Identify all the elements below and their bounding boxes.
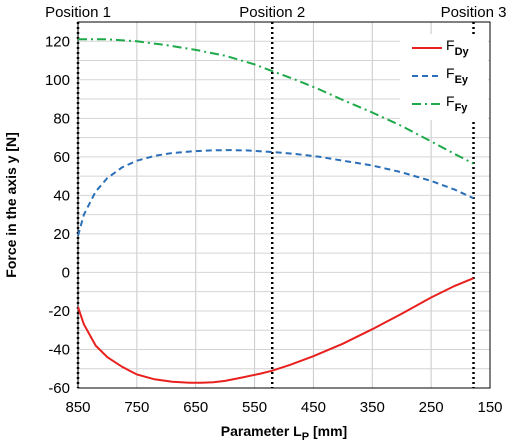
y-tick-label: 120 — [45, 33, 70, 50]
series-line-FDy — [77, 277, 474, 384]
y-tick-label: 20 — [53, 226, 70, 243]
y-tick-label: -20 — [48, 303, 70, 320]
y-tick-label: -40 — [48, 341, 70, 358]
x-tick-label: 450 — [301, 399, 326, 416]
series-lines — [77, 38, 474, 384]
x-tick-label: 750 — [124, 399, 149, 416]
plot-frame — [77, 21, 491, 389]
legend-label: FDy — [446, 37, 470, 58]
x-axis-title: Parameter LP [mm] — [221, 423, 347, 440]
x-tick-label: 850 — [65, 399, 90, 416]
x-tick-labels: 850 750 650 550 450 350 250 150 — [65, 399, 502, 416]
y-tick-label: 100 — [45, 72, 70, 89]
y-tick-label: 40 — [53, 187, 70, 204]
x-tick-label: 250 — [419, 399, 444, 416]
legend-label: FFy — [446, 93, 468, 114]
position-labels: Position 1 Position 2 Position 3 — [45, 4, 506, 21]
position-label: Position 3 — [441, 4, 507, 21]
series-line-FEy — [77, 149, 474, 237]
legend: FDy FEy FFy — [400, 34, 488, 120]
series-line-FFy — [78, 38, 474, 165]
legend-label: FEy — [446, 65, 469, 86]
x-tick-label: 650 — [183, 399, 208, 416]
x-tick-label: 150 — [477, 399, 502, 416]
y-tick-label: 0 — [62, 264, 70, 281]
x-tick-label: 550 — [242, 399, 267, 416]
position-label: Position 1 — [45, 4, 111, 21]
y-tick-label: 80 — [53, 110, 70, 127]
y-axis-title: Force in the axis y [N] — [3, 132, 19, 277]
y-tick-label: 60 — [53, 149, 70, 166]
position-label: Position 2 — [239, 4, 305, 21]
x-tick-label: 350 — [360, 399, 385, 416]
y-tick-labels: 120 100 80 60 40 20 0 -20 -40 -60 — [45, 33, 70, 397]
y-tick-label: -60 — [48, 380, 70, 397]
